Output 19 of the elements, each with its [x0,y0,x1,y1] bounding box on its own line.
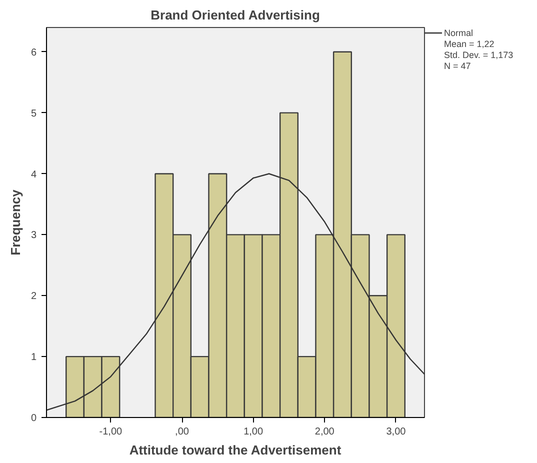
x-tick-label: 1,00 [244,426,264,438]
y-tick-label: 6 [30,47,37,58]
y-tick-label: 2 [30,291,37,302]
y-tick-label: 4 [30,169,37,180]
y-tick-label: 1 [30,352,37,364]
y-tick-label: 5 [30,108,37,120]
text: Mean = 1,22 [444,38,494,49]
x-tick-label: 2,00 [314,426,335,438]
legend-label: Normal [444,27,474,38]
y-axis-title: Frequency [8,188,23,256]
x-tick-label: ,00 [175,426,190,438]
x-axis-title: Attitude toward the Advertisement [129,442,342,458]
x-tick-label: 3,00 [386,426,406,438]
x-tick-label: -1,00 [99,426,123,438]
y-tick-label: 0 [30,413,37,424]
y-tick-label: 3 [30,230,37,242]
text: Std. Dev. = 1,173 [444,49,514,60]
chart-title: Brand Oriented Advertising [150,8,320,22]
text: N = 47 [444,60,471,71]
